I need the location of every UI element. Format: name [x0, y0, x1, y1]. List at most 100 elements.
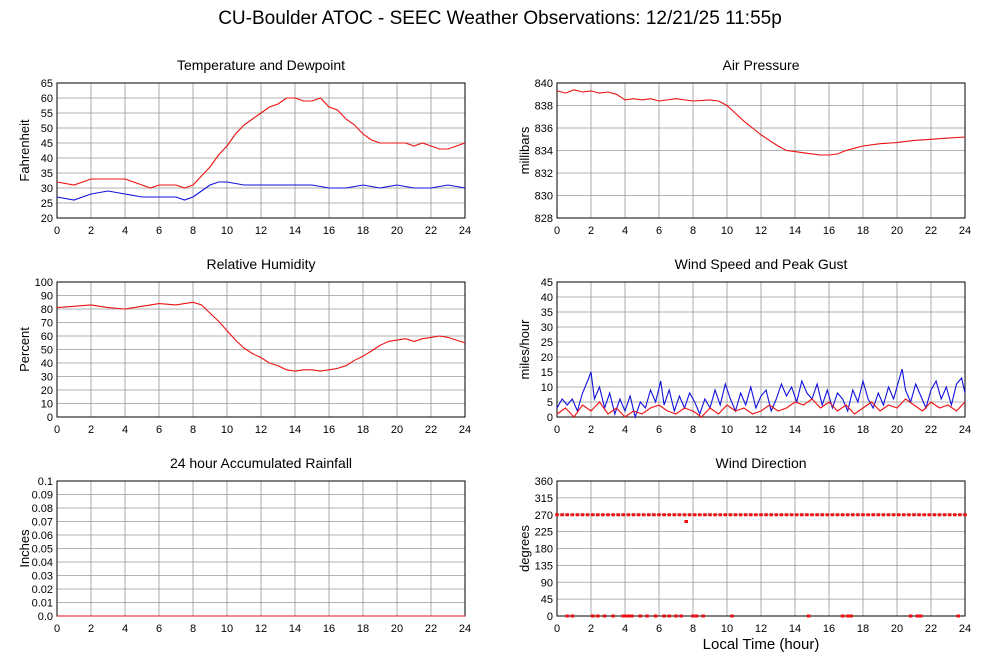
data-point: [891, 513, 896, 517]
x-tick-label: 14: [289, 623, 301, 635]
x-tick-label: 14: [789, 225, 801, 237]
y-tick-label: 0.0: [38, 611, 53, 623]
data-point: [679, 614, 683, 618]
data-point: [684, 520, 688, 523]
data-point: [759, 513, 763, 517]
data-point: [963, 513, 967, 517]
x-tick-label: 10: [221, 424, 233, 436]
y-tick-label: 45: [41, 138, 53, 150]
y-tick-label: 10: [541, 382, 553, 394]
x-tick-label: 2: [588, 424, 594, 436]
data-point: [657, 513, 661, 517]
data-point: [616, 513, 620, 517]
data-point: [641, 513, 646, 517]
y-tick-label: 80: [41, 304, 53, 316]
x-tick-label: 10: [721, 424, 733, 436]
y-tick-label: 360: [535, 476, 553, 488]
y-tick-label: 40: [41, 358, 53, 370]
data-point: [958, 513, 962, 517]
x-tick-label: 24: [959, 225, 971, 237]
x-tick-label: 18: [357, 225, 369, 237]
y-axis-label: Percent: [17, 327, 32, 372]
data-point: [730, 614, 734, 618]
chart-title: Temperature and Dewpoint: [177, 57, 345, 73]
data-point: [840, 614, 845, 618]
y-tick-label: 0.03: [32, 571, 53, 583]
data-point: [806, 614, 811, 618]
plot-frame: [556, 82, 966, 219]
x-tick-label: 2: [88, 623, 94, 635]
x-tick-label: 0: [554, 225, 560, 237]
plot-frame: [556, 480, 966, 617]
data-point: [942, 513, 947, 517]
y-tick-label: 0.08: [32, 503, 53, 515]
x-tick-label: 2: [88, 424, 94, 436]
x-tick-label: 10: [721, 623, 733, 635]
data-point: [638, 614, 643, 618]
x-tick-label: 12: [255, 623, 267, 635]
y-axis-label: millibars: [517, 126, 532, 174]
y-tick-label: 35: [541, 307, 553, 319]
y-axis-label: Inches: [17, 529, 32, 568]
data-point: [570, 513, 575, 517]
y-tick-label: 60: [41, 93, 53, 105]
data-point: [621, 513, 626, 517]
x-tick-label: 18: [357, 623, 369, 635]
data-point: [687, 513, 692, 517]
y-tick-label: 55: [41, 108, 53, 120]
x-tick-label: 24: [459, 623, 471, 635]
y-tick-label: 40: [41, 153, 53, 165]
series-line-red: [56, 301, 466, 372]
x-tick-label: 20: [891, 225, 903, 237]
data-point: [896, 513, 901, 517]
x-tick-label: 4: [622, 424, 628, 436]
data-point: [789, 513, 794, 517]
data-point: [738, 513, 743, 517]
x-tick-label: 22: [925, 623, 937, 635]
x-tick-label: 10: [721, 225, 733, 237]
x-tick-label: 6: [656, 225, 662, 237]
y-tick-label: 0.1: [38, 476, 53, 488]
x-tick-label: 14: [789, 623, 801, 635]
chart-title: Wind Direction: [715, 455, 806, 471]
x-tick-label: 0: [54, 424, 60, 436]
x-tick-label: 4: [622, 225, 628, 237]
data-point: [713, 513, 717, 517]
data-point: [922, 513, 926, 517]
series-line-red: [556, 89, 966, 156]
data-point: [672, 513, 677, 517]
data-point: [698, 513, 702, 517]
y-tick-label: 180: [535, 544, 553, 556]
data-point: [590, 614, 595, 618]
data-point: [800, 513, 804, 517]
data-point: [915, 614, 920, 618]
data-point: [570, 614, 575, 618]
data-point: [652, 513, 656, 517]
chart-title: Relative Humidity: [207, 256, 316, 272]
x-tick-label: 16: [823, 225, 835, 237]
x-tick-label: 8: [190, 623, 196, 635]
data-point: [694, 614, 699, 618]
x-tick-label: 14: [289, 225, 301, 237]
x-tick-label: 22: [425, 424, 437, 436]
x-tick-label: 2: [588, 225, 594, 237]
x-tick-label: 8: [690, 623, 696, 635]
x-tick-label: 16: [323, 623, 335, 635]
x-tick-label: 12: [755, 225, 767, 237]
data-point: [636, 513, 641, 517]
y-tick-label: 30: [541, 322, 553, 334]
x-tick-label: 6: [656, 424, 662, 436]
x-tick-label: 2: [588, 623, 594, 635]
x-tick-label: 24: [959, 424, 971, 436]
data-point: [856, 513, 860, 517]
y-tick-label: 60: [41, 331, 53, 343]
x-tick-label: 6: [156, 424, 162, 436]
y-tick-label: 70: [41, 318, 53, 330]
y-tick-label: 45: [541, 277, 553, 289]
data-point: [779, 513, 784, 517]
chart-title: Wind Speed and Peak Gust: [675, 256, 848, 272]
x-tick-label: 18: [857, 424, 869, 436]
x-tick-label: 14: [789, 424, 801, 436]
y-tick-label: 20: [41, 385, 53, 397]
